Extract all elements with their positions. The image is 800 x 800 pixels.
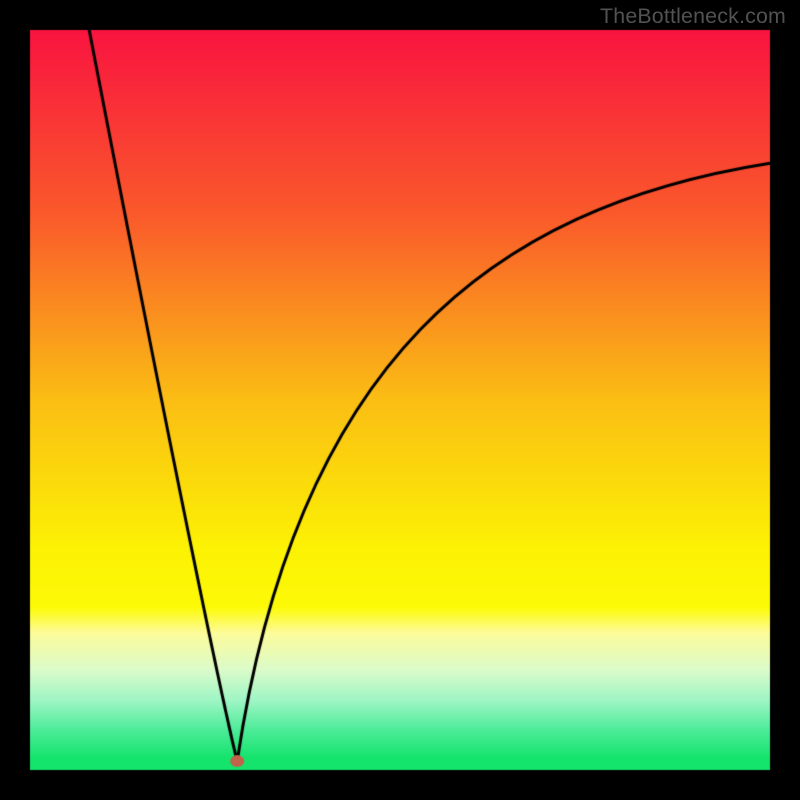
chart-stage: TheBottleneck.com bbox=[0, 0, 800, 800]
bottleneck-curve-plot bbox=[0, 0, 800, 800]
